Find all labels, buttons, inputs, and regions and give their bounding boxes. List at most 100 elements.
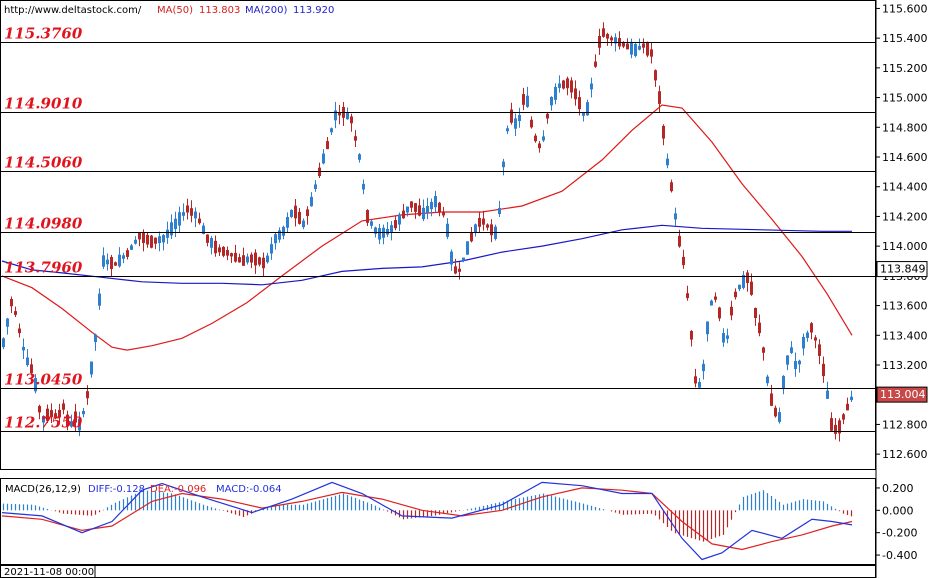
macd-axis: 0.200 0.000 -0.200 -0.400 bbox=[876, 482, 917, 562]
ma50-label: MA(50) bbox=[157, 5, 193, 16]
candle-down bbox=[306, 209, 309, 217]
candle-down bbox=[394, 220, 397, 229]
candle-down bbox=[626, 43, 629, 50]
candle-up bbox=[666, 158, 669, 166]
candle-down bbox=[190, 208, 193, 216]
candle-down bbox=[822, 363, 825, 377]
candle-up bbox=[554, 86, 557, 100]
candle-down bbox=[14, 311, 17, 315]
macd-label: MACD(26,12,9) bbox=[5, 484, 81, 495]
candle-down bbox=[718, 307, 721, 319]
candle-up bbox=[558, 83, 561, 88]
candle-up bbox=[586, 102, 589, 116]
candle-up bbox=[266, 255, 269, 263]
ma200-line bbox=[1, 224, 852, 286]
candle-down bbox=[490, 224, 493, 236]
candle-down bbox=[470, 232, 473, 242]
candle-up bbox=[798, 360, 801, 365]
candle-down bbox=[30, 364, 33, 374]
candle-up bbox=[90, 361, 93, 375]
level-labels: 115.3760 114.9010 114.5060 114.0980 113.7960… bbox=[4, 25, 83, 432]
candle-up bbox=[466, 241, 469, 255]
macd-tick-label: 0.200 bbox=[882, 482, 914, 495]
candle-down bbox=[610, 37, 613, 41]
candle-up bbox=[518, 114, 521, 122]
candle-down bbox=[402, 210, 405, 219]
candle-up bbox=[270, 244, 273, 254]
candle-down bbox=[562, 80, 565, 89]
macd-value: MACD:-0.064 bbox=[216, 484, 282, 495]
candle-down bbox=[250, 254, 253, 263]
candle-down bbox=[838, 420, 841, 434]
candle-down bbox=[262, 257, 265, 269]
candle-down bbox=[842, 414, 845, 420]
candle-up bbox=[790, 347, 793, 353]
candle-up bbox=[582, 112, 585, 116]
candle-down bbox=[538, 143, 541, 149]
price-tags: 113.849 113.004 bbox=[876, 261, 928, 403]
macd-tick-label: 0.000 bbox=[882, 504, 914, 517]
candle-down bbox=[414, 203, 417, 212]
price-tick-label: 114.400 bbox=[882, 181, 928, 194]
candle-down bbox=[146, 234, 149, 245]
candle-up bbox=[34, 378, 37, 392]
price-tick-label: 114.200 bbox=[882, 210, 928, 223]
candle-down bbox=[62, 403, 65, 410]
ma200-value: 113.920 bbox=[293, 5, 334, 16]
candle-up bbox=[386, 228, 389, 235]
candle-down bbox=[622, 42, 625, 47]
candle-up bbox=[174, 218, 177, 229]
candle-down bbox=[750, 281, 753, 295]
candle-down bbox=[138, 232, 141, 240]
candle-down bbox=[522, 94, 525, 105]
candle-up bbox=[178, 212, 181, 226]
candle-down bbox=[758, 322, 761, 334]
candle-up bbox=[202, 225, 205, 235]
candle-down bbox=[670, 182, 673, 192]
candle-up bbox=[22, 346, 25, 351]
candle-up bbox=[134, 239, 137, 244]
price-tick-label: 113.200 bbox=[882, 359, 928, 372]
price-tag-label: 113.004 bbox=[880, 388, 926, 401]
candle-up bbox=[210, 237, 213, 248]
candle-up bbox=[374, 227, 377, 234]
candle-down bbox=[154, 237, 157, 244]
candle-down bbox=[206, 234, 209, 243]
candle-down bbox=[546, 113, 549, 119]
price-tick-label: 114.800 bbox=[882, 121, 928, 134]
candle-down bbox=[142, 232, 145, 244]
candle-up bbox=[330, 128, 333, 133]
candle-up bbox=[70, 421, 73, 427]
candle-up bbox=[170, 222, 173, 236]
candle-down bbox=[510, 109, 513, 123]
candle-down bbox=[478, 217, 481, 227]
candle-up bbox=[422, 207, 425, 220]
candle-up bbox=[106, 259, 109, 265]
candle-down bbox=[574, 88, 577, 100]
candle-down bbox=[730, 306, 733, 316]
candle-down bbox=[678, 235, 681, 247]
candle-down bbox=[662, 125, 665, 139]
candle-up bbox=[282, 226, 285, 236]
candle-down bbox=[762, 347, 765, 353]
candle-up bbox=[590, 83, 593, 90]
candle-up bbox=[182, 212, 185, 216]
price-tick-label: 114.000 bbox=[882, 240, 928, 253]
candle-down bbox=[594, 61, 597, 67]
candle-down bbox=[418, 205, 421, 216]
candle-down bbox=[254, 252, 257, 266]
candle-down bbox=[754, 308, 757, 318]
level-label: 112.7550 bbox=[4, 414, 83, 432]
chart-header: http://www.deltastock.com/ MA(50) 113.80… bbox=[4, 5, 334, 16]
candle-up bbox=[462, 257, 465, 261]
ma200-label: MA(200) bbox=[245, 5, 287, 16]
candle-down bbox=[186, 205, 189, 213]
candle-down bbox=[714, 296, 717, 300]
candle-down bbox=[602, 28, 605, 37]
candle-up bbox=[378, 228, 381, 240]
candle-down bbox=[218, 247, 221, 253]
candle-up bbox=[358, 154, 361, 160]
candle-down bbox=[86, 391, 89, 399]
price-tag-box bbox=[876, 386, 928, 403]
candle-up bbox=[118, 254, 121, 267]
